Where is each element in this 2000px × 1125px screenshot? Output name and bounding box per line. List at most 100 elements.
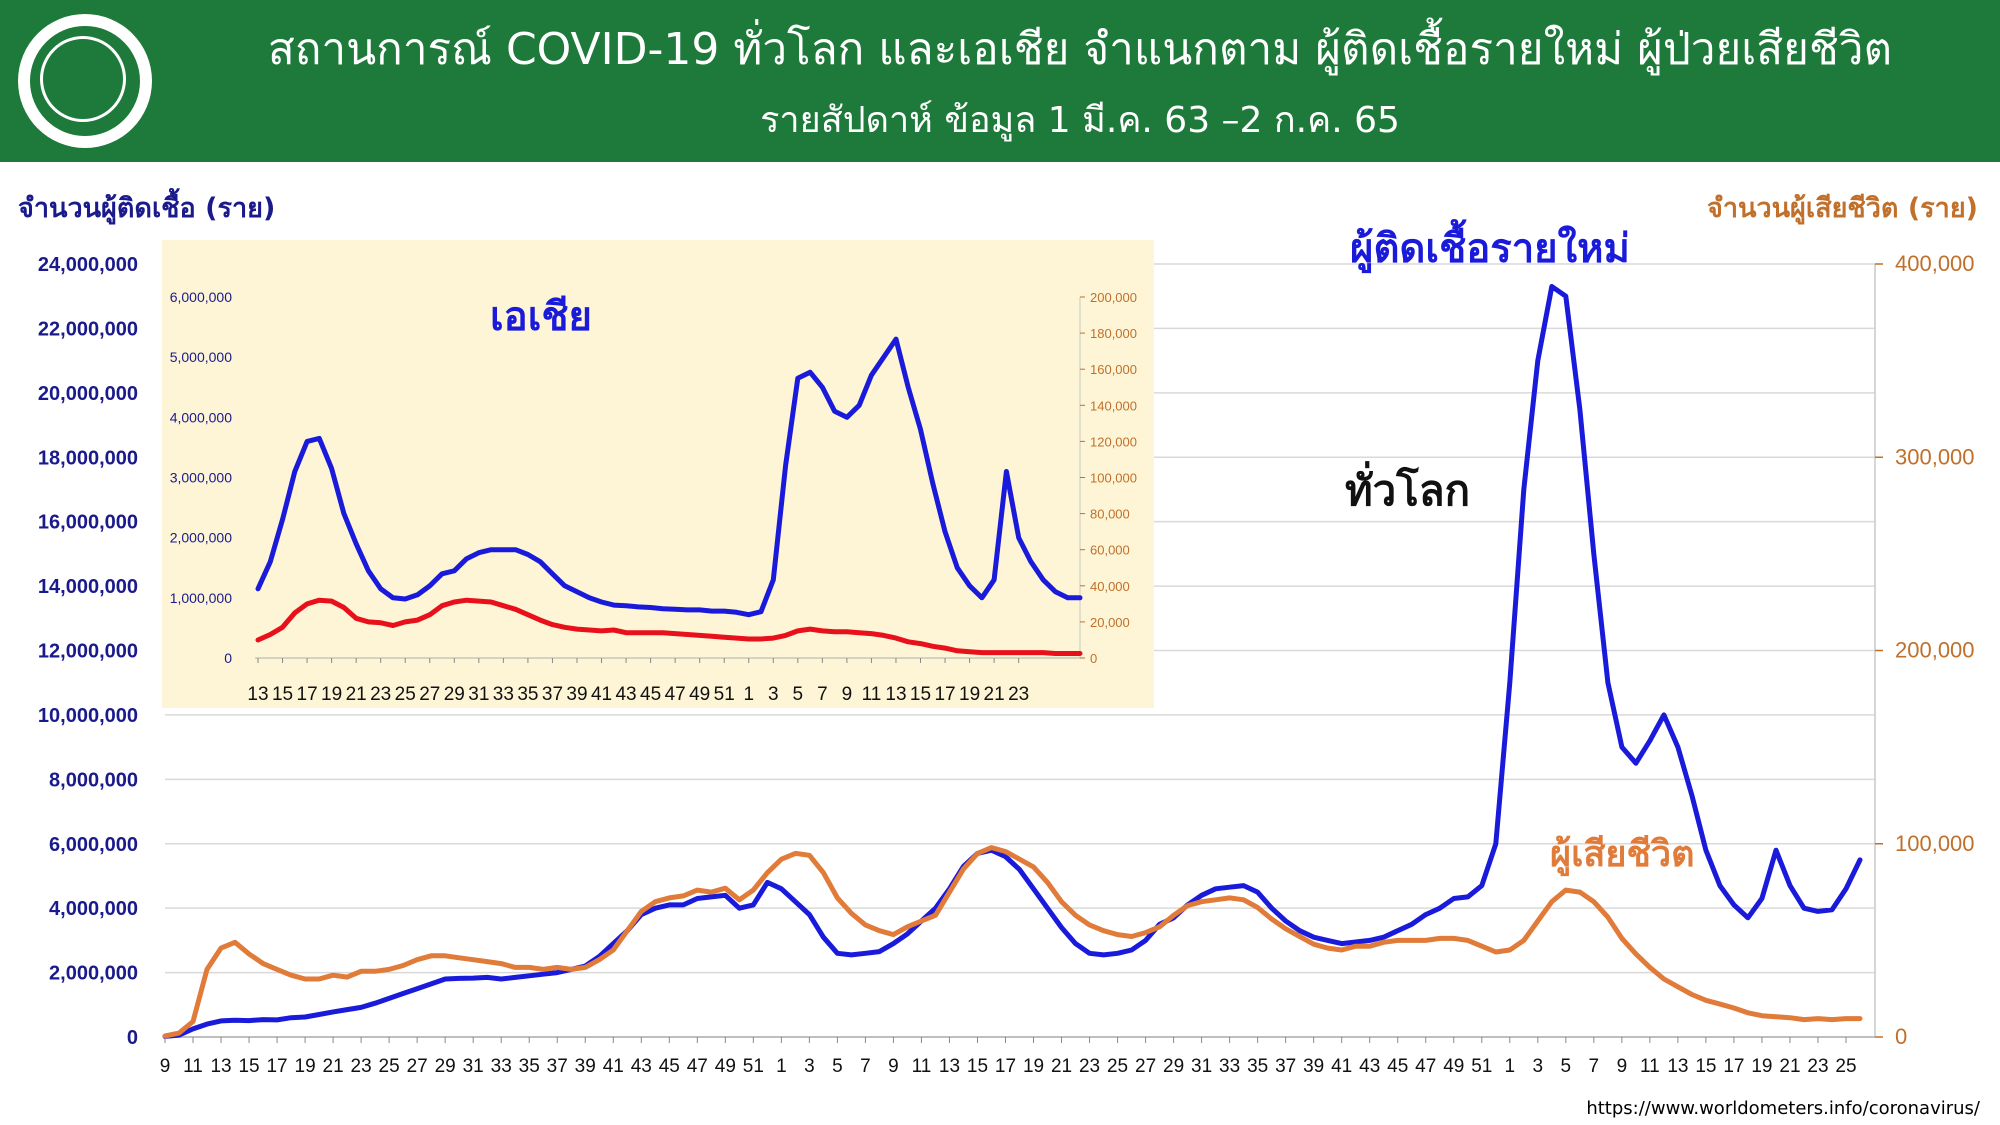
- logo-ring: [40, 36, 126, 122]
- world-ytick-right: 300,000: [1895, 444, 1975, 469]
- world-xtick-label: 41: [603, 1056, 624, 1077]
- world-xtick-label: 47: [1415, 1056, 1436, 1077]
- asia-ytick-right: 40,000: [1090, 579, 1130, 594]
- world-xtick-label: 31: [1191, 1056, 1212, 1077]
- asia-xtick-label: 11: [862, 684, 882, 705]
- world-xtick-label: 3: [1533, 1056, 1544, 1077]
- world-xtick-label: 23: [1807, 1056, 1828, 1077]
- asia-xtick-label: 7: [817, 684, 828, 705]
- asia-xtick-label: 17: [297, 684, 318, 705]
- asia-cases-line: [255, 336, 1083, 618]
- asia-ytick-right: 0: [1090, 651, 1097, 666]
- asia-xtick-label: 31: [468, 684, 489, 705]
- asia-xtick-label: 49: [689, 684, 710, 705]
- world-deaths-line: [162, 845, 1863, 1039]
- asia-inset-background: [162, 240, 1154, 708]
- world-ytick-left: 8,000,000: [49, 769, 138, 791]
- world-ytick-left: 22,000,000: [38, 318, 138, 340]
- asia-xtick-label: 47: [665, 684, 686, 705]
- asia-xtick-label: 21: [346, 684, 367, 705]
- asia-xtick-label: 1: [743, 684, 754, 705]
- asia-ytick-left: 1,000,000: [170, 590, 232, 606]
- world-xtick-label: 51: [1471, 1056, 1492, 1077]
- asia-ytick-right: 180,000: [1090, 326, 1137, 341]
- world-xtick-label: 9: [888, 1056, 899, 1077]
- world-ytick-left: 2,000,000: [49, 963, 138, 985]
- asia-deaths-line: [255, 597, 1083, 656]
- world-ytick-right: 100,000: [1895, 831, 1975, 856]
- world-xtick-label: 19: [1751, 1056, 1772, 1077]
- world-xtick-label: 41: [1331, 1056, 1352, 1077]
- world-xtick-label: 25: [379, 1056, 400, 1077]
- world-xtick-label: 9: [1617, 1056, 1628, 1077]
- world-xtick-label: 5: [1561, 1056, 1572, 1077]
- world-xtick-label: 15: [967, 1056, 988, 1077]
- asia-ytick-left: 5,000,000: [170, 349, 232, 365]
- asia-xtick-label: 37: [542, 684, 563, 705]
- world-ytick-left: 14,000,000: [38, 576, 138, 598]
- world-xtick-label: 11: [183, 1056, 203, 1077]
- world-cases-annotation: ผู้ติดเชื้อรายใหม่: [1350, 219, 1630, 273]
- world-xtick-label: 33: [1219, 1056, 1240, 1077]
- asia-ytick-left: 4,000,000: [170, 409, 232, 425]
- asia-ytick-left: 6,000,000: [170, 289, 232, 305]
- world-xtick-label: 39: [1303, 1056, 1324, 1077]
- world-xtick-label: 1: [776, 1056, 787, 1077]
- world-xtick-label: 31: [463, 1056, 484, 1077]
- world-xtick-label: 43: [1359, 1056, 1380, 1077]
- world-xtick-label: 15: [1695, 1056, 1716, 1077]
- asia-xtick-label: 39: [566, 684, 587, 705]
- world-xtick-label: 21: [1051, 1056, 1072, 1077]
- world-xtick-label: 1: [1505, 1056, 1516, 1077]
- world-xtick-label: 51: [743, 1056, 764, 1077]
- world-xtick-label: 29: [1163, 1056, 1184, 1077]
- world-xtick-label: 23: [351, 1056, 372, 1077]
- world-xtick-label: 35: [1247, 1056, 1268, 1077]
- world-xtick-label: 7: [860, 1056, 871, 1077]
- world-xtick-label: 11: [1640, 1056, 1660, 1077]
- asia-xtick-label: 25: [395, 684, 416, 705]
- world-ytick-left: 4,000,000: [49, 898, 138, 920]
- asia-xtick-label: 5: [793, 684, 804, 705]
- asia-xtick-label: 29: [444, 684, 465, 705]
- asia-xtick-label: 15: [272, 684, 293, 705]
- world-xtick-label: 19: [295, 1056, 316, 1077]
- world-xtick-label: 3: [804, 1056, 815, 1077]
- asia-xtick-label: 15: [910, 684, 931, 705]
- world-xtick-label: 17: [266, 1056, 287, 1077]
- asia-xtick-label: 43: [615, 684, 636, 705]
- world-xtick-label: 23: [1079, 1056, 1100, 1077]
- asia-xtick-label: 3: [768, 684, 779, 705]
- page-subtitle: รายสัปดาห์ ข้อมูล 1 มี.ค. 63 –2 ก.ค. 65: [760, 100, 1400, 141]
- right-axis-label: จำนวนผู้เสียชีวิต (ราย): [1707, 193, 1978, 224]
- world-ytick-left: 6,000,000: [49, 834, 138, 856]
- asia-ytick-right: 80,000: [1090, 507, 1130, 522]
- world-deaths-annotation: ผู้เสียชีวิต: [1550, 834, 1695, 877]
- source-link[interactable]: https://www.worldometers.info/coronaviru…: [1586, 1098, 1980, 1119]
- asia-ytick-right: 120,000: [1090, 434, 1137, 449]
- asia-ytick-right: 60,000: [1090, 543, 1130, 558]
- asia-xtick-label: 19: [959, 684, 980, 705]
- asia-xtick-label: 35: [517, 684, 538, 705]
- world-xtick-label: 13: [1667, 1056, 1688, 1077]
- asia-ytick-right: 160,000: [1090, 362, 1137, 377]
- world-xtick-label: 9: [160, 1056, 171, 1077]
- world-ytick-left: 24,000,000: [38, 254, 138, 276]
- asia-ytick-left: 3,000,000: [170, 470, 232, 486]
- asia-xtick-label: 33: [493, 684, 514, 705]
- asia-xtick-label: 13: [885, 684, 906, 705]
- asia-xtick-label: 45: [640, 684, 661, 705]
- world-ytick-right: 0: [1895, 1024, 1907, 1049]
- asia-xtick-label: 21: [984, 684, 1005, 705]
- world-ytick-left: 0: [127, 1027, 138, 1049]
- world-xtick-label: 35: [519, 1056, 540, 1077]
- world-xtick-label: 47: [687, 1056, 708, 1077]
- world-xtick-label: 45: [659, 1056, 680, 1077]
- world-ytick-left: 16,000,000: [38, 512, 138, 534]
- asia-xtick-label: 27: [419, 684, 440, 705]
- world-xtick-label: 17: [995, 1056, 1016, 1077]
- world-xtick-label: 43: [631, 1056, 652, 1077]
- world-xtick-label: 13: [210, 1056, 231, 1077]
- left-axis-label: จำนวนผู้ติดเชื้อ (ราย): [18, 193, 276, 224]
